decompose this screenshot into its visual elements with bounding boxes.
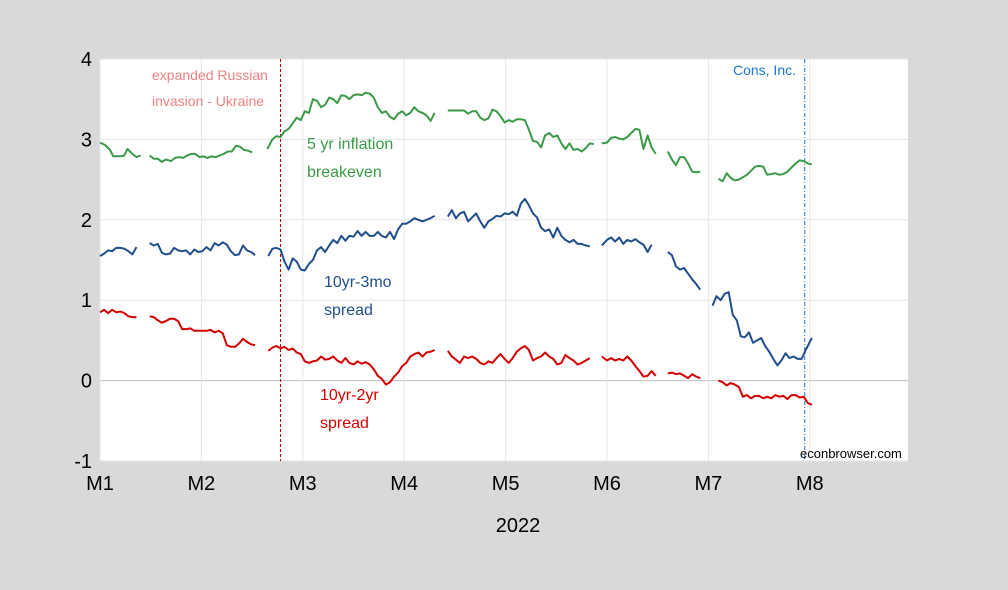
annotation-text: expanded Russian bbox=[152, 67, 268, 83]
x-tick-label: M6 bbox=[593, 473, 621, 495]
gridlines bbox=[99, 58, 908, 462]
series-label: spread bbox=[320, 415, 369, 432]
series-line-segment bbox=[667, 371, 701, 380]
series-label: 5 yr inflation bbox=[307, 136, 393, 153]
x-tick-label: M5 bbox=[492, 473, 520, 495]
series-line-segment bbox=[718, 379, 813, 406]
series-lines bbox=[99, 91, 813, 406]
series-line-segment bbox=[446, 197, 590, 248]
series-line-segment bbox=[267, 345, 435, 386]
series-line-segment bbox=[267, 214, 436, 272]
series-label: 10yr-2yr bbox=[320, 387, 379, 404]
series-line-segment bbox=[266, 91, 436, 150]
series-line-segment bbox=[149, 144, 253, 163]
series-label: spread bbox=[324, 302, 373, 319]
series-line-segment bbox=[601, 236, 653, 253]
annotation-text: invasion - Ukraine bbox=[152, 93, 264, 109]
series-label: 10yr-3mo bbox=[324, 274, 392, 291]
y-tick-label: 1 bbox=[81, 290, 92, 312]
series-line-segment bbox=[601, 355, 657, 378]
series-line-segment bbox=[601, 127, 657, 155]
axes: 4 3 2 1 0 -1M1 M2 M3 M4 M5 M6 M7 M8 bbox=[74, 49, 823, 495]
series-line-segment bbox=[99, 141, 141, 159]
series-line-segment bbox=[711, 291, 813, 367]
x-tick-label: M4 bbox=[390, 473, 418, 495]
x-tick-label: M3 bbox=[289, 473, 317, 495]
annotation-text: Cons, Inc. bbox=[733, 62, 796, 78]
series-line-segment bbox=[667, 251, 702, 291]
series-line-segment bbox=[99, 308, 137, 319]
x-tick-label: M7 bbox=[695, 473, 723, 495]
series-label: breakeven bbox=[307, 164, 382, 181]
series-labels: 5 yr inflation breakeven 10yr-3mo spread 10y… bbox=[307, 136, 393, 432]
series-line-segment bbox=[717, 159, 812, 183]
series-line-segment bbox=[666, 151, 701, 174]
x-tick-label: M1 bbox=[86, 473, 114, 495]
y-tick-label: 4 bbox=[81, 49, 92, 71]
y-tick-label: 0 bbox=[81, 371, 92, 393]
x-tick-label: M8 bbox=[796, 473, 824, 495]
series-line-segment bbox=[447, 108, 594, 153]
y-tick-label: -1 bbox=[74, 451, 92, 473]
source-credit: econbrowser.com bbox=[800, 446, 902, 461]
series-line-segment bbox=[149, 315, 256, 348]
x-axis-title: 2022 bbox=[496, 515, 541, 537]
series-line-segment bbox=[149, 241, 256, 257]
x-tick-label: M2 bbox=[188, 473, 216, 495]
event-annotations: expanded Russian invasion - Ukraine Cons, … bbox=[152, 59, 806, 461]
y-tick-label: 2 bbox=[81, 210, 92, 232]
series-line-segment bbox=[99, 246, 138, 257]
y-tick-label: 3 bbox=[81, 129, 92, 151]
plot-area bbox=[100, 59, 908, 461]
series-line-segment bbox=[446, 345, 591, 366]
